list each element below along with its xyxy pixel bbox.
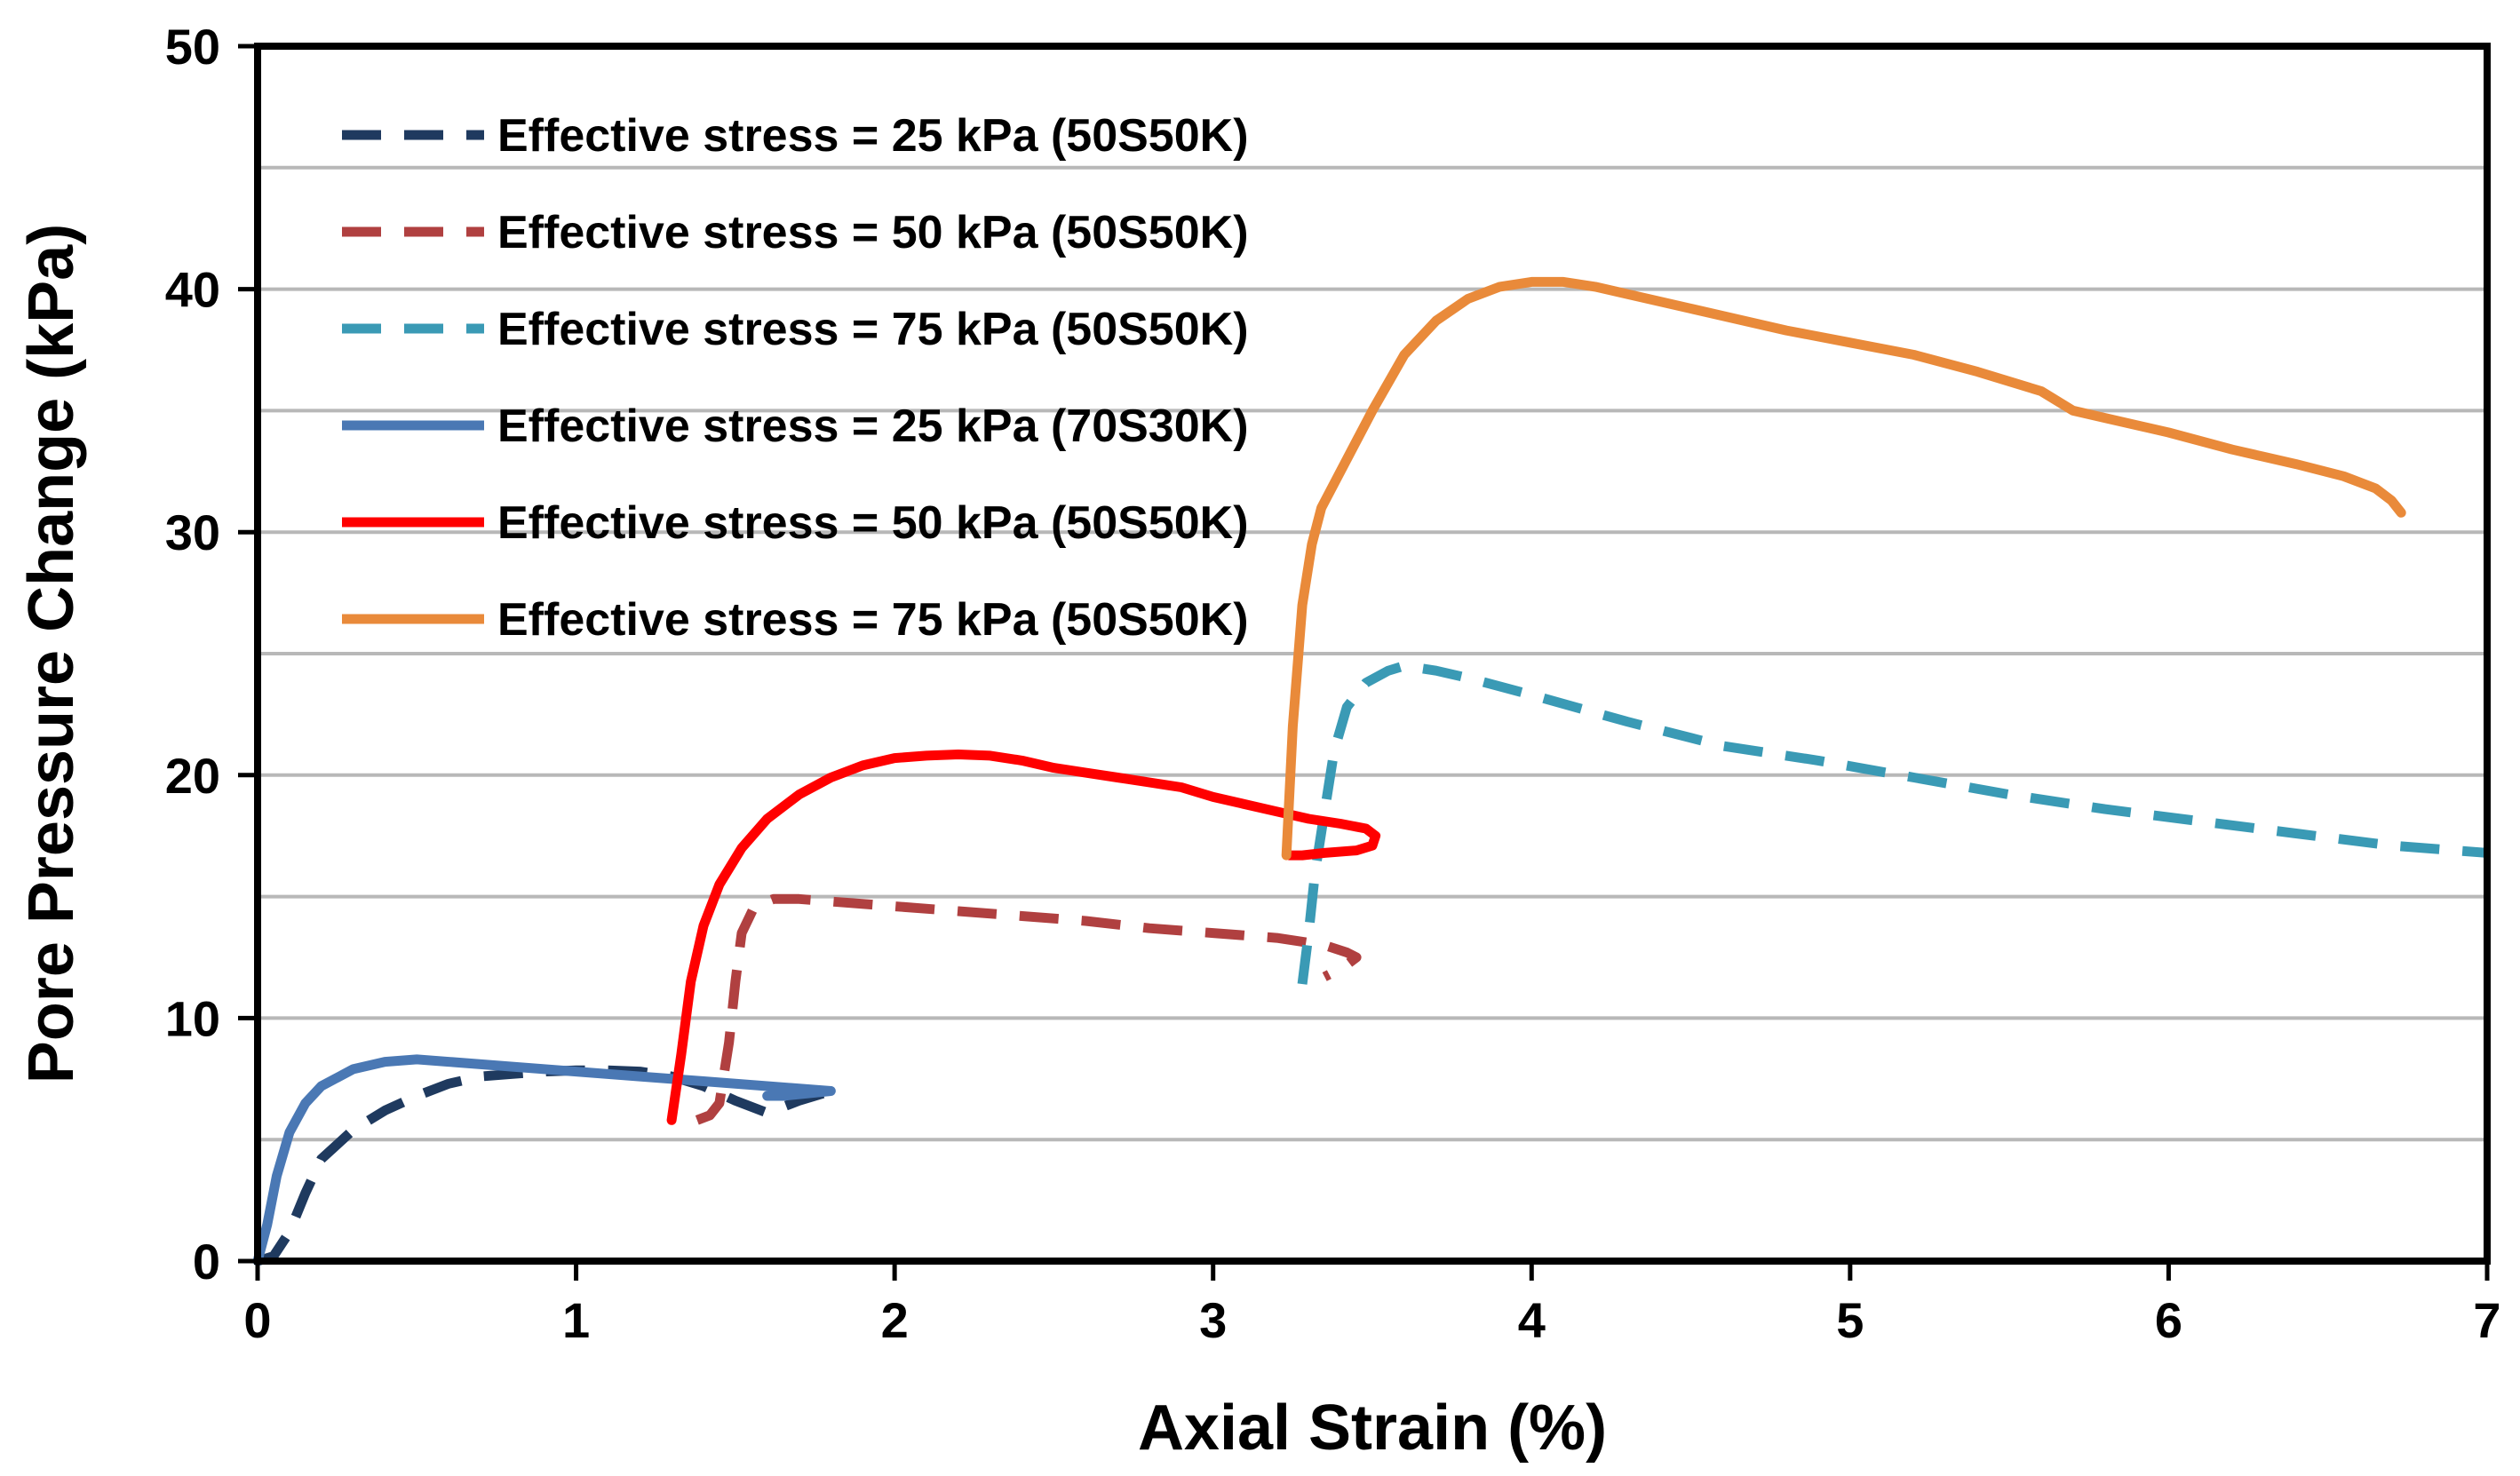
x-tick-label: 5	[1836, 1292, 1864, 1348]
series-line-1	[256, 1065, 833, 1266]
x-tick-label: 1	[562, 1292, 590, 1348]
axis-ticks: 0 10 20 30 40 50 0 1 2 3 4 5 6 7	[165, 19, 2501, 1348]
y-tick-label: 50	[165, 19, 220, 75]
legend-label-4: Effective stress = 25 kPa (70S30K)	[497, 401, 1249, 452]
series-line-2	[695, 893, 1362, 1125]
x-tick-label: 7	[2473, 1292, 2500, 1348]
series-line-5	[666, 750, 1381, 1125]
y-tick-label: 0	[193, 1234, 220, 1290]
x-tick-label: 4	[1518, 1292, 1546, 1348]
plot-frame	[254, 43, 2491, 1265]
y-tick-label: 40	[165, 262, 220, 318]
y-axis-title: Pore Pressure Change (kPa)	[16, 224, 87, 1083]
x-tick-label: 3	[1199, 1292, 1227, 1348]
legend: Effective stress = 25 kPa (50S50K) Effect…	[342, 110, 1249, 646]
legend-label-5: Effective stress = 50 kPa (50S50K)	[497, 497, 1249, 549]
series-line-3	[1297, 661, 2488, 985]
series-line-6	[1281, 276, 2406, 861]
series-line-4	[252, 1054, 836, 1266]
y-tick-label: 20	[165, 748, 220, 804]
gridlines	[258, 165, 2487, 1142]
legend-label-3: Effective stress = 75 kPa (50S50K)	[497, 304, 1249, 355]
y-tick-label: 10	[165, 990, 220, 1046]
plot-series	[252, 276, 2488, 1266]
y-tick-label: 30	[165, 504, 220, 560]
x-axis-title: Axial Strain (%)	[1138, 1393, 1607, 1464]
legend-label-1: Effective stress = 25 kPa (50S50K)	[497, 110, 1249, 162]
x-tick-label: 2	[881, 1292, 909, 1348]
legend-label-6: Effective stress = 75 kPa (50S50K)	[497, 594, 1249, 646]
x-tick-label: 6	[2155, 1292, 2182, 1348]
legend-label-2: Effective stress = 50 kPa (50S50K)	[497, 207, 1249, 258]
x-tick-label: 0	[243, 1292, 271, 1348]
